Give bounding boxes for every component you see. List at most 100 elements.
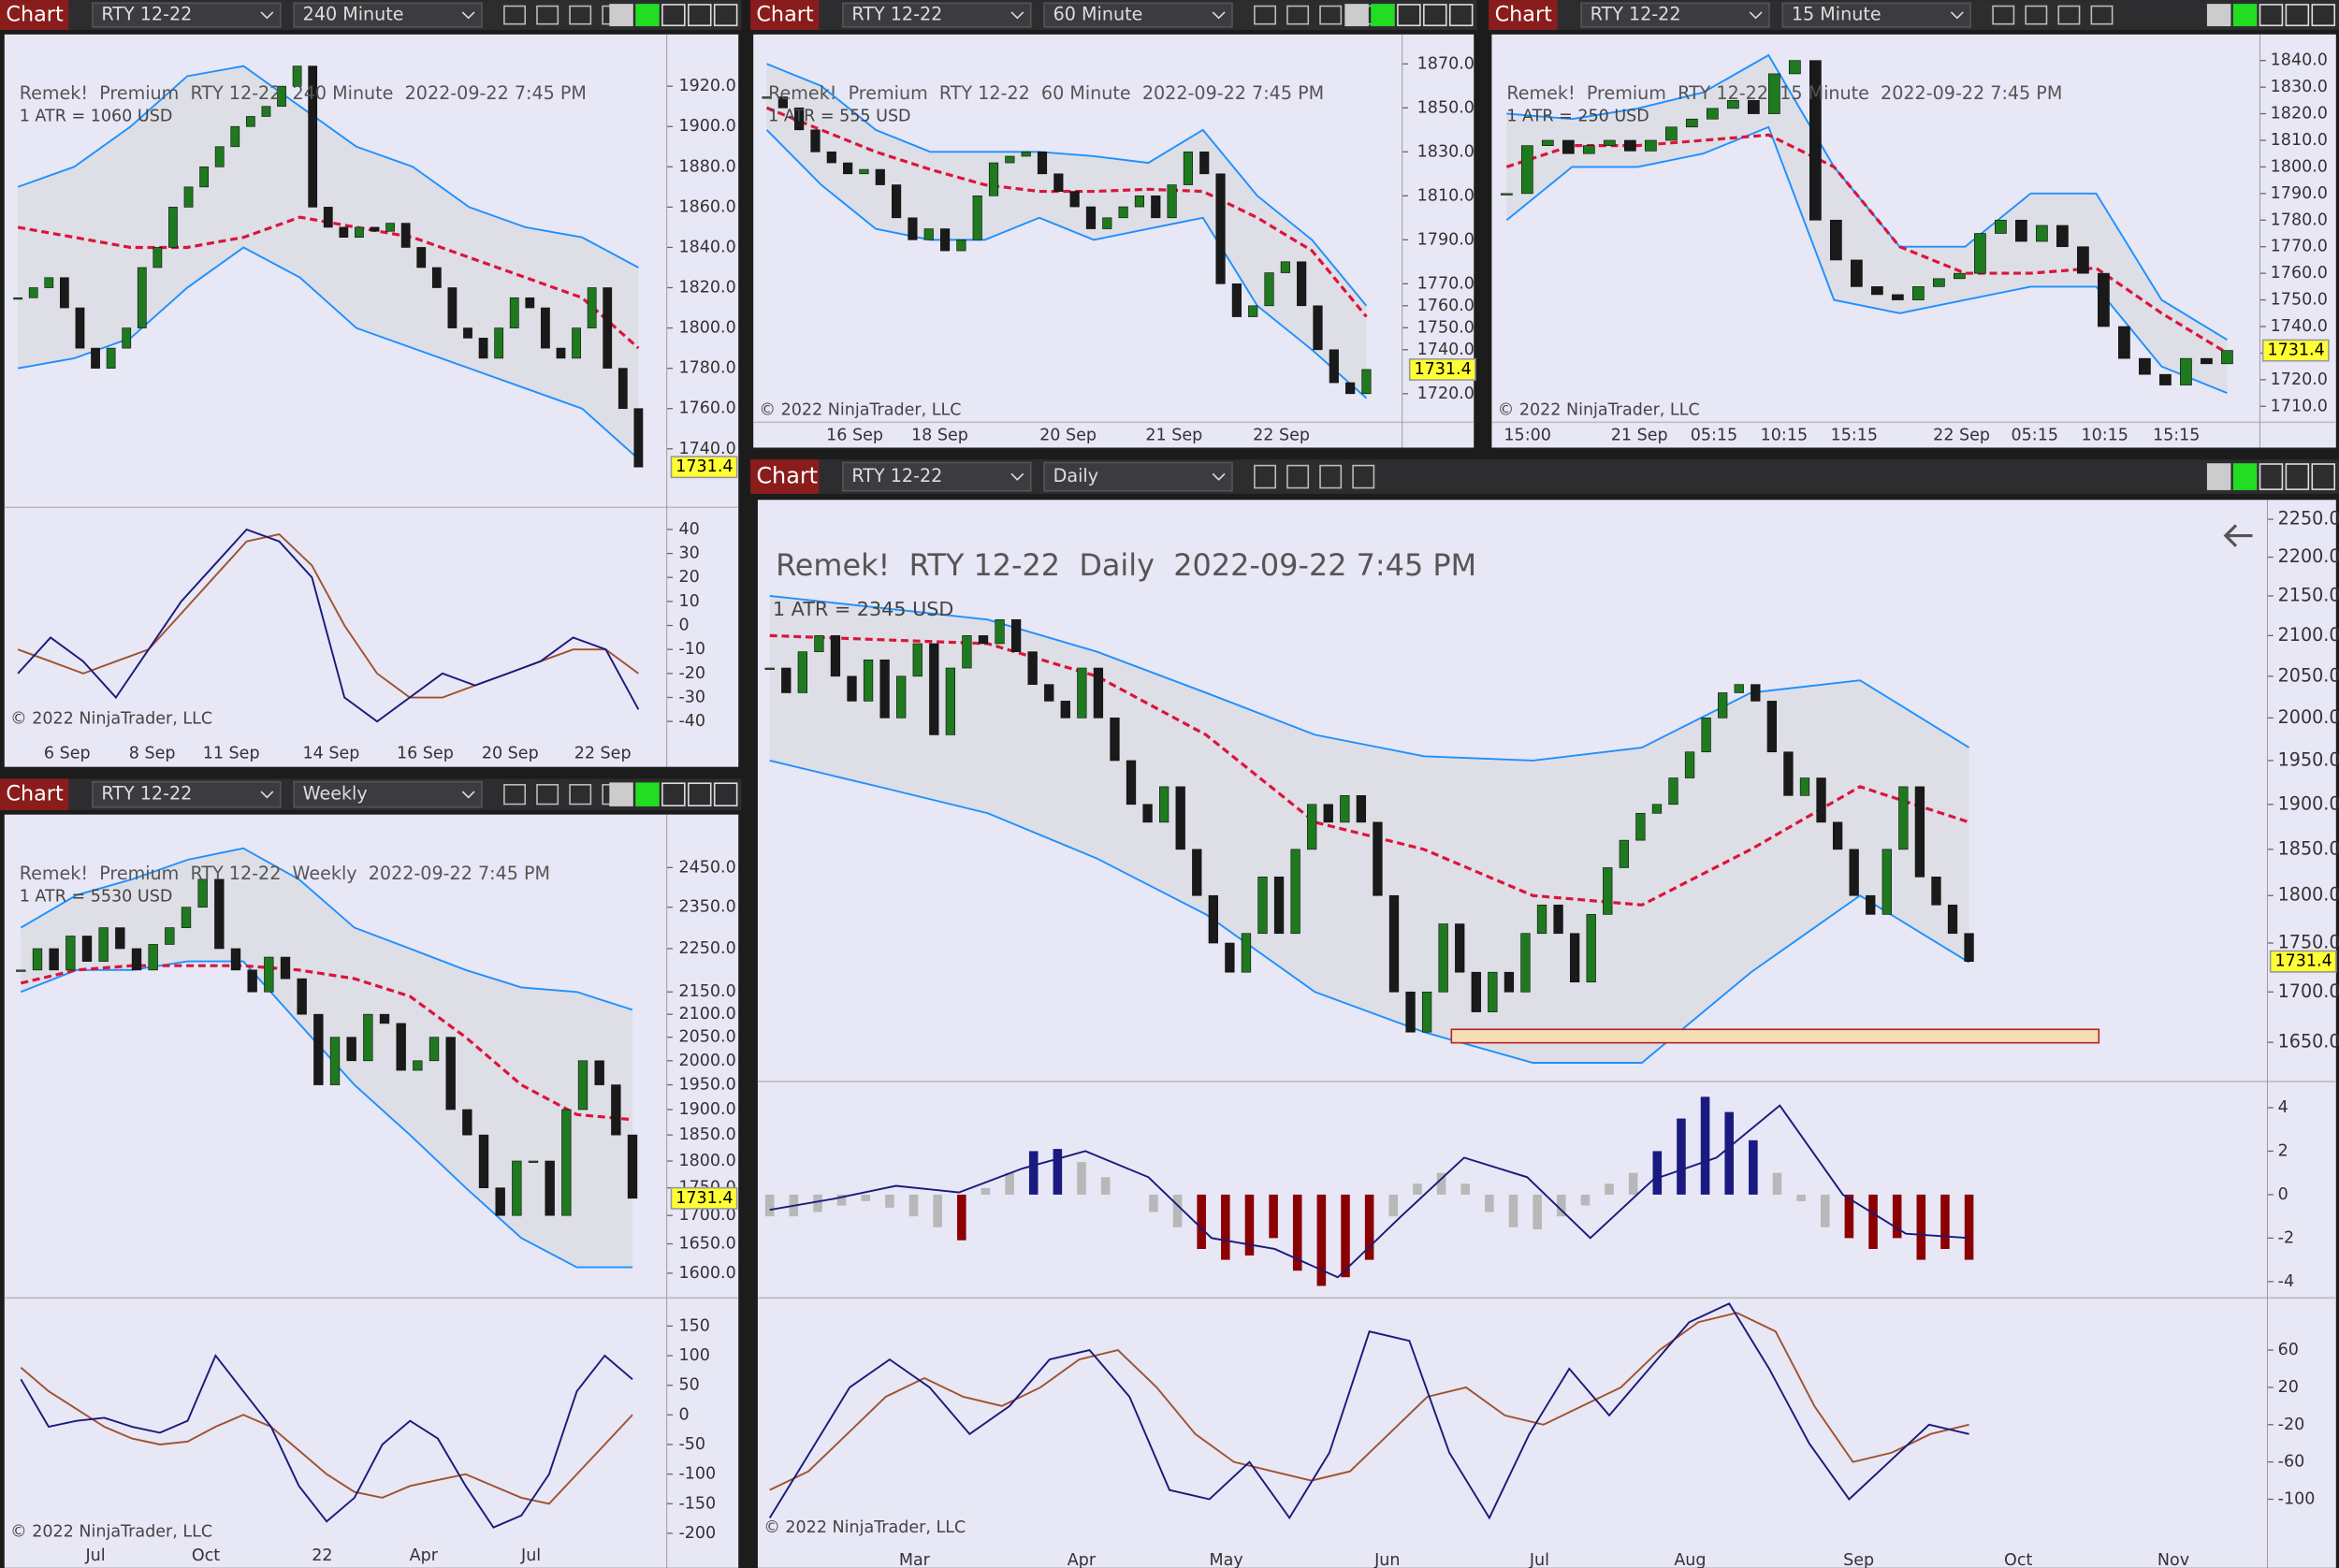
period-dropdown[interactable] [293, 2, 483, 28]
window-button[interactable] [2232, 463, 2258, 490]
y-tick-label: 1820.0 [678, 279, 735, 298]
toolbar-icon[interactable] [569, 784, 592, 806]
candle [478, 338, 488, 359]
window-button[interactable] [713, 782, 738, 806]
histogram-bar [1221, 1194, 1230, 1260]
chart-tab-label[interactable]: Chart [756, 463, 818, 489]
instrument-label[interactable]: RTY 12-22 [851, 4, 942, 25]
period-label[interactable]: 240 Minute [303, 4, 404, 25]
period-dropdown[interactable] [1781, 2, 1971, 28]
toolbar-icon[interactable] [1286, 464, 1310, 489]
window-button[interactable] [2232, 4, 2258, 27]
instrument-dropdown[interactable] [92, 780, 282, 808]
histogram-bar [1533, 1194, 1542, 1230]
y-tick-label: 1880.0 [678, 157, 735, 176]
window-button[interactable] [661, 4, 686, 27]
toolbar-icon[interactable] [503, 784, 527, 806]
toolbar-icon[interactable] [569, 5, 592, 25]
candle [183, 186, 194, 208]
window-button[interactable] [635, 782, 660, 806]
period-dropdown[interactable] [293, 780, 483, 808]
instrument-dropdown[interactable] [92, 2, 282, 28]
toolbar-icon[interactable] [1319, 464, 1343, 489]
window-button[interactable] [1423, 4, 1447, 27]
y-tick-label: 1950.0 [2278, 748, 2339, 770]
period-label[interactable]: Weekly [303, 783, 368, 805]
window-button[interactable] [609, 4, 633, 27]
candle [115, 927, 125, 950]
chart-tab-label[interactable]: Chart [1495, 3, 1553, 27]
toolbar-icon[interactable] [536, 784, 559, 806]
period-label[interactable]: 15 Minute [1792, 4, 1881, 25]
window-button[interactable] [635, 4, 660, 27]
candle [1151, 195, 1161, 219]
window-button[interactable] [2311, 463, 2336, 490]
instrument-label[interactable]: RTY 12-22 [1591, 4, 1681, 25]
window-button[interactable] [661, 782, 686, 806]
window-button[interactable] [1344, 4, 1369, 27]
window-button[interactable] [2259, 4, 2284, 27]
window-button[interactable] [2285, 4, 2310, 27]
window-button[interactable] [1448, 4, 1474, 27]
candle [1110, 718, 1120, 762]
candle [1931, 877, 1941, 906]
band-upper [20, 847, 633, 1011]
window-button[interactable] [1397, 4, 1421, 27]
toolbar-icon[interactable] [2025, 5, 2048, 25]
candle [572, 327, 581, 359]
price-marker [2269, 950, 2337, 973]
candle [1933, 278, 1945, 287]
slow-line [20, 1366, 633, 1505]
candle [122, 327, 132, 349]
candle [1126, 760, 1137, 806]
back-arrow[interactable] [2223, 524, 2253, 547]
instrument-dropdown[interactable] [1580, 2, 1770, 28]
chart-tab-label[interactable]: Chart [6, 782, 64, 806]
window-button[interactable] [1371, 4, 1395, 27]
candle [1225, 942, 1235, 973]
period-dropdown[interactable] [1043, 461, 1233, 492]
candle [13, 297, 23, 300]
window-button[interactable] [2206, 4, 2231, 27]
y-tick-label: 2250.0 [678, 939, 735, 958]
toolbar-icon[interactable] [1352, 464, 1375, 489]
toolbar-icon[interactable] [1254, 464, 1276, 489]
copyright: © 2022 NinjaTrader, LLC [10, 710, 212, 729]
window-button[interactable] [713, 4, 738, 27]
candle [280, 956, 291, 980]
toolbar-icon[interactable] [2057, 5, 2081, 25]
candle [1644, 139, 1657, 152]
instrument-dropdown[interactable] [842, 2, 1032, 28]
period-label[interactable]: Daily [1053, 465, 1098, 486]
candle [929, 643, 939, 735]
instrument-dropdown[interactable] [842, 461, 1032, 492]
window-button[interactable] [2285, 463, 2310, 490]
y-tick-label: 1790.0 [1417, 230, 1475, 249]
histogram-bar [1364, 1194, 1374, 1260]
window-button[interactable] [2311, 4, 2336, 27]
toolbar-icon[interactable] [1319, 5, 1343, 25]
chart-tab-label[interactable]: Chart [756, 3, 814, 27]
period-dropdown[interactable] [1043, 2, 1233, 28]
toolbar-icon[interactable] [503, 5, 527, 25]
instrument-label[interactable]: RTY 12-22 [101, 4, 192, 25]
chart-tab-label[interactable]: Chart [6, 3, 64, 27]
toolbar-icon[interactable] [2090, 5, 2114, 25]
histogram-bar [1749, 1140, 1758, 1195]
x-tick-label: Oct [2004, 1551, 2032, 1568]
window-button[interactable] [2259, 463, 2284, 490]
toolbar-icon[interactable] [1286, 5, 1310, 25]
dropdown-arrow [1950, 11, 1964, 20]
window-button[interactable] [688, 782, 712, 806]
period-label[interactable]: 60 Minute [1053, 4, 1143, 25]
instrument-label[interactable]: RTY 12-22 [101, 783, 192, 805]
window-button[interactable] [2206, 463, 2231, 490]
window-button[interactable] [609, 782, 633, 806]
toolbar-icon[interactable] [1254, 5, 1276, 25]
window-button[interactable] [688, 4, 712, 27]
toolbar-icon[interactable] [536, 5, 559, 25]
toolbar-icon[interactable] [1992, 5, 2015, 25]
instrument-label[interactable]: RTY 12-22 [851, 465, 942, 486]
candle [1892, 294, 1904, 300]
